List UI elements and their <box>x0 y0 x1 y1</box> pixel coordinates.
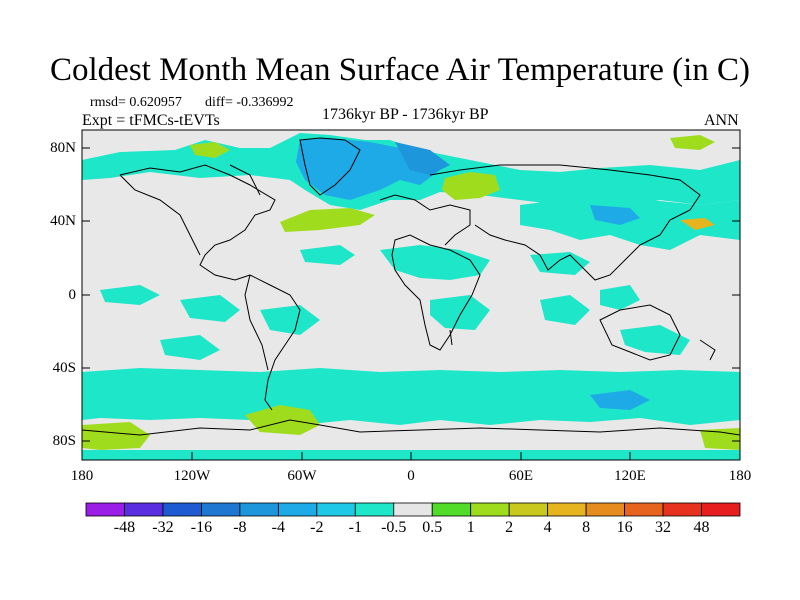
colorbar-swatch <box>354 502 395 517</box>
rmsd-stat: rmsd= 0.620957 <box>90 95 182 110</box>
colorbar-label: 0.5 <box>422 519 443 536</box>
colorbar-swatch <box>316 502 356 517</box>
colorbar-swatch <box>393 502 433 517</box>
lon-label-120w: 120W <box>173 468 211 484</box>
colorbar-swatch <box>124 502 164 517</box>
colorbar-swatch <box>431 502 472 517</box>
colorbar-label: -1 <box>348 519 362 536</box>
period-label: 1736kyr BP - 1736kyr BP <box>322 106 489 123</box>
colorbar-label: 1 <box>466 519 475 536</box>
colorbar-swatch <box>85 502 125 517</box>
colorbar-swatch <box>470 502 510 517</box>
axis-ticks <box>81 147 741 460</box>
colorbar-label: -32 <box>152 519 174 536</box>
colorbar-label: -0.5 <box>381 519 407 536</box>
colorbar-swatch <box>701 502 741 517</box>
colorbar-swatch <box>162 502 202 517</box>
lat-label-0: 0 <box>68 287 77 303</box>
lat-label-40s: 40S <box>52 360 76 376</box>
colorbar-label: -48 <box>113 519 136 536</box>
lon-label-0: 0 <box>407 468 415 484</box>
colorbar-swatch <box>662 502 702 517</box>
colorbar-swatch <box>201 502 241 517</box>
coastlines <box>82 137 740 436</box>
lon-label-180w: 180 <box>70 468 94 484</box>
lat-label-80n: 80N <box>50 140 76 156</box>
colorbar-label: -16 <box>190 519 213 536</box>
lon-label-60e: 60E <box>508 468 534 484</box>
colorbar-swatch <box>508 502 549 517</box>
colorbar-swatch <box>624 502 664 517</box>
lon-label-60w: 60W <box>287 468 317 484</box>
colorbar-label: 8 <box>582 519 591 536</box>
lat-label-80s: 80S <box>52 433 76 449</box>
colorbar-label: 16 <box>616 519 633 536</box>
lon-label-120e: 120E <box>614 468 646 484</box>
colorbar-label: 48 <box>693 519 710 536</box>
colorbar-swatch <box>585 502 625 517</box>
colorbar-label: 4 <box>543 519 552 536</box>
colorbar <box>85 502 741 517</box>
anomaly-fill <box>82 133 740 460</box>
season-label: ANN <box>704 112 739 129</box>
colorbar-label: 2 <box>505 519 514 536</box>
colorbar-label: -2 <box>310 519 324 536</box>
map-title: Coldest Month Mean Surface Air Temperatu… <box>50 52 750 88</box>
colorbar-swatch <box>239 502 279 517</box>
lat-label-40n: 40N <box>50 213 76 229</box>
colorbar-label: 32 <box>655 519 672 536</box>
lon-label-180e: 180 <box>728 468 752 484</box>
diff-stat: diff= -0.336992 <box>205 95 294 110</box>
colorbar-label: -8 <box>233 519 247 536</box>
colorbar-label: -4 <box>271 519 285 536</box>
experiment-label: Expt = tFMCs-tEVTs <box>82 112 220 129</box>
colorbar-swatch <box>277 502 318 517</box>
colorbar-swatch <box>547 502 587 517</box>
